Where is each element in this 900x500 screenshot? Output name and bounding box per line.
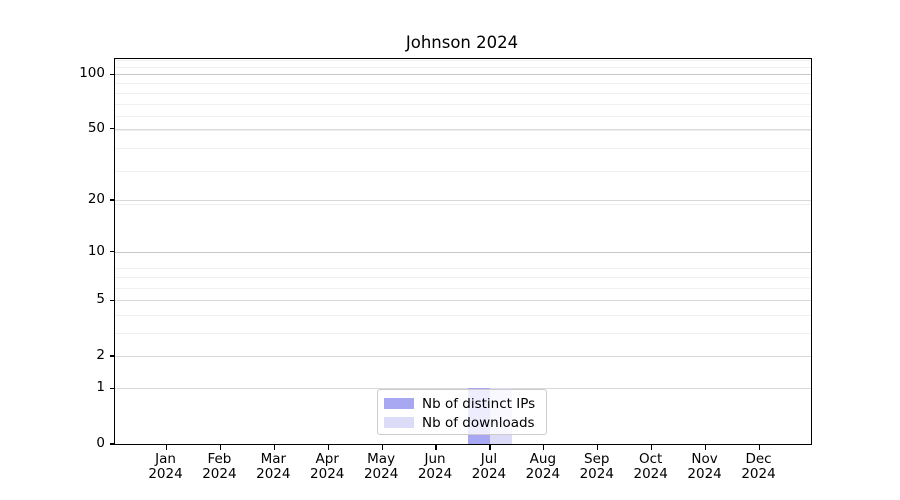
x-tick-mark <box>327 445 329 450</box>
y-tick-mark <box>109 299 114 301</box>
x-tick-label: Feb 2024 <box>202 451 237 482</box>
y-tick-mark <box>109 443 114 445</box>
x-tick-label: Apr 2024 <box>310 451 345 482</box>
x-tick-mark <box>704 445 707 450</box>
chart-title: Johnson 2024 <box>405 33 519 52</box>
y-tick-label: 20 <box>87 191 105 207</box>
y-minor-gridline <box>115 315 811 317</box>
plot-area <box>109 58 812 450</box>
x-tick-mark <box>381 445 383 450</box>
y-gridline <box>115 355 811 357</box>
y-gridline <box>115 128 811 130</box>
legend-label-distinct-ips: Nb of distinct IPs <box>422 395 536 412</box>
y-minor-gridline <box>115 148 811 150</box>
x-tick-label: Dec 2024 <box>741 451 776 482</box>
x-tick-mark <box>758 445 761 450</box>
y-tick-label: 100 <box>79 65 105 82</box>
x-tick-label: Mar 2024 <box>256 451 291 482</box>
y-minor-gridline <box>115 103 811 105</box>
legend-label-downloads: Nb of downloads <box>422 414 535 431</box>
x-tick-label: Aug 2024 <box>525 451 561 482</box>
x-tick-mark <box>219 445 221 450</box>
legend: Nb of distinct IPs Nb of downloads <box>377 389 547 435</box>
y-tick-mark <box>109 387 114 390</box>
x-tick-mark <box>273 445 275 450</box>
x-tick-label: Jul 2024 <box>471 451 507 482</box>
x-tick-mark <box>543 445 545 450</box>
x-tick-label: Jan 2024 <box>148 451 183 482</box>
y-tick-label: 50 <box>87 119 105 136</box>
x-tick-label: Oct 2024 <box>633 451 668 482</box>
x-tick-label: Jun 2024 <box>417 451 453 482</box>
x-tick-mark <box>597 445 599 450</box>
y-minor-gridline <box>115 332 811 334</box>
y-minor-gridline <box>115 277 811 279</box>
x-tick-mark <box>651 445 653 450</box>
y-minor-gridline <box>115 267 811 269</box>
y-tick-label: 1 <box>96 379 105 396</box>
y-minor-gridline <box>115 92 811 94</box>
y-minor-gridline <box>115 60 811 62</box>
y-minor-gridline <box>115 130 811 132</box>
y-gridline <box>115 251 811 253</box>
y-tick-label: 2 <box>96 346 105 363</box>
y-gridline <box>115 300 811 302</box>
x-tick-label: Nov 2024 <box>687 451 722 482</box>
y-gridline <box>115 74 811 76</box>
legend-swatch-downloads <box>384 417 414 428</box>
x-tick-label: May 2024 <box>363 451 399 482</box>
x-tick-mark <box>165 445 168 450</box>
y-tick-label: 0 <box>96 435 105 451</box>
y-minor-gridline <box>115 83 811 85</box>
y-minor-gridline <box>115 115 811 117</box>
y-tick-label: 10 <box>87 242 105 259</box>
y-minor-gridline <box>115 203 811 205</box>
y-gridline <box>115 200 811 201</box>
x-tick-mark <box>489 445 491 450</box>
y-tick-mark <box>109 199 114 201</box>
legend-item-downloads: Nb of downloads <box>384 413 546 432</box>
y-tick-mark <box>109 355 114 357</box>
x-tick-mark <box>435 445 437 450</box>
legend-swatch-distinct-ips <box>384 398 414 409</box>
y-minor-gridline <box>115 171 811 173</box>
y-minor-gridline <box>115 67 811 69</box>
x-tick-label: Sep 2024 <box>579 451 614 482</box>
y-tick-label: 5 <box>96 291 105 308</box>
y-minor-gridline <box>115 288 811 290</box>
y-gridline <box>115 388 811 390</box>
y-tick-mark <box>109 251 114 253</box>
y-tick-mark <box>109 128 114 130</box>
y-tick-mark <box>109 73 114 75</box>
legend-item-distinct-ips: Nb of distinct IPs <box>384 394 546 413</box>
